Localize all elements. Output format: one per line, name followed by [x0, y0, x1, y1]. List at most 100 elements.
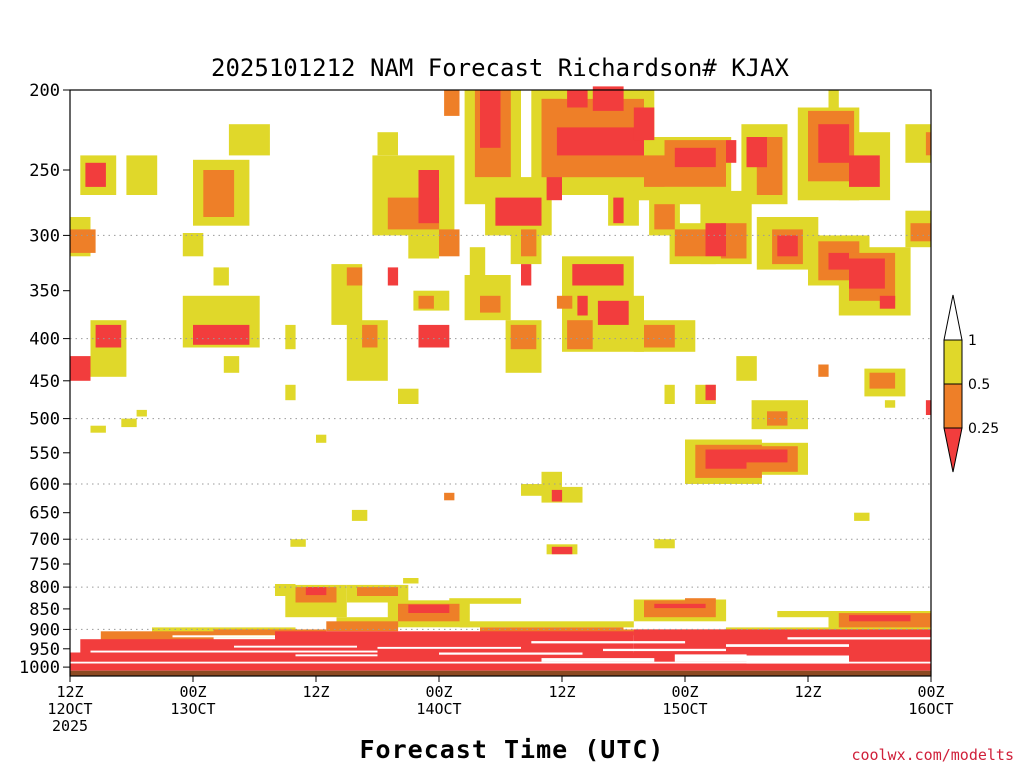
chart-title: 2025101212 NAM Forecast Richardson# KJAX: [211, 54, 790, 82]
ri-region-red: [567, 90, 588, 108]
ri-region-red: [275, 631, 634, 653]
ri-region-orange: [346, 267, 363, 286]
ri-region-red: [70, 356, 91, 381]
ri-gap: [603, 648, 726, 652]
ri-region-yellow: [316, 434, 327, 443]
ri-region-orange: [910, 223, 931, 242]
ri-gap: [746, 655, 849, 664]
ytick-label-650: 650: [29, 504, 60, 524]
ri-region-orange: [439, 229, 460, 257]
ri-region-yellow: [121, 418, 137, 428]
ri-region-red: [408, 604, 450, 613]
ri-region-yellow: [541, 471, 562, 490]
ri-region-orange: [444, 492, 455, 501]
colorbar-bin-orange: [943, 383, 963, 429]
ri-region-red: [849, 258, 885, 289]
colorbar-lower-arrow: [943, 427, 963, 473]
ri-region-red: [551, 489, 563, 502]
ri-region-yellow: [403, 578, 419, 584]
ri-region-orange: [644, 155, 665, 187]
ri-region-orange: [357, 587, 398, 596]
ytick-label-1000: 1000: [19, 658, 60, 678]
ri-region-red: [546, 177, 562, 201]
ri-region-red: [95, 324, 122, 348]
ri-region-red: [577, 295, 588, 316]
ri-region-yellow: [351, 509, 368, 521]
ri-region-yellow: [290, 539, 306, 547]
ri-region-orange: [418, 295, 434, 309]
ri-region-red: [925, 400, 931, 415]
ytick-label-400: 400: [29, 330, 60, 350]
ri-region-orange: [818, 364, 829, 377]
colorbar-label-0-5: 0.5: [968, 377, 990, 393]
ri-region-orange: [556, 295, 573, 309]
ri-region-yellow: [408, 235, 440, 259]
ri-region-yellow: [377, 132, 398, 156]
ri-region-red: [705, 384, 716, 401]
ri-region-red: [480, 90, 501, 148]
ri-gap: [172, 635, 275, 638]
ri-region-yellow: [854, 512, 870, 521]
ri-gap: [90, 650, 378, 653]
ri-region-orange: [644, 600, 716, 618]
ri-region-orange: [70, 229, 96, 253]
ri-region-yellow: [213, 267, 229, 286]
ri-region-yellow: [664, 384, 675, 404]
ri-region-orange: [362, 324, 378, 348]
ri-region-orange: [326, 621, 399, 632]
ri-region-red: [849, 615, 911, 622]
ri-region-yellow: [90, 425, 106, 433]
ri-gap: [726, 644, 849, 647]
ri-region-yellow: [223, 356, 240, 373]
ri-region-red: [705, 223, 726, 257]
ri-region-orange: [767, 411, 788, 426]
xtick-label-3-1: 14OCT: [416, 700, 461, 718]
ri-gap: [70, 661, 931, 664]
ytick-label-800: 800: [29, 578, 60, 598]
xtick-label-1-0: 00Z: [179, 683, 206, 701]
ri-region-red: [551, 546, 573, 555]
ri-region-yellow: [285, 324, 296, 350]
site-credit[interactable]: coolwx.com/modelts: [851, 746, 1014, 764]
ytick-label-900: 900: [29, 620, 60, 640]
ytick-label-600: 600: [29, 475, 60, 495]
x-axis-title: Forecast Time (UTC): [360, 735, 665, 764]
ri-region-orange: [203, 170, 235, 217]
colorbar-upper-arrow: [943, 294, 963, 341]
ri-gap: [541, 658, 655, 662]
ri-gap: [439, 652, 583, 655]
ri-region-orange: [510, 324, 537, 350]
ri-region-red: [418, 324, 450, 348]
ri-region-red: [597, 300, 629, 325]
ri-region-orange: [567, 320, 593, 350]
ytick-label-700: 700: [29, 530, 60, 550]
ytick-label-250: 250: [29, 161, 60, 181]
xtick-label-0-0: 12Z: [56, 683, 83, 701]
ytick-label-450: 450: [29, 372, 60, 392]
ri-gap: [234, 645, 357, 648]
ri-region-yellow: [654, 539, 675, 549]
ri-region-red: [418, 170, 439, 224]
ri-region-red: [193, 324, 250, 345]
ri-region-red: [818, 124, 850, 163]
ytick-label-500: 500: [29, 410, 60, 430]
ri-region-orange: [644, 324, 675, 348]
ri-region-yellow: [736, 356, 757, 381]
ri-region-red: [828, 252, 849, 270]
richardson-shaded-regions: [70, 86, 932, 671]
ground-layer: [70, 670, 931, 676]
ri-region-orange: [674, 229, 706, 257]
ri-region-yellow: [449, 598, 522, 604]
ri-region-red: [674, 147, 716, 168]
xtick-label-0-1: 12OCT: [47, 700, 92, 718]
colorbar-legend: 1 0.5 0.25: [943, 294, 999, 473]
xtick-label-6-0: 12Z: [794, 683, 821, 701]
ri-gap: [674, 654, 747, 662]
ri-region-red: [777, 235, 798, 257]
ri-region-yellow: [126, 155, 158, 195]
ri-region-yellow: [521, 484, 542, 496]
ri-region-red: [556, 127, 644, 156]
ri-region-yellow: [182, 233, 204, 257]
ri-region-red: [746, 137, 767, 168]
